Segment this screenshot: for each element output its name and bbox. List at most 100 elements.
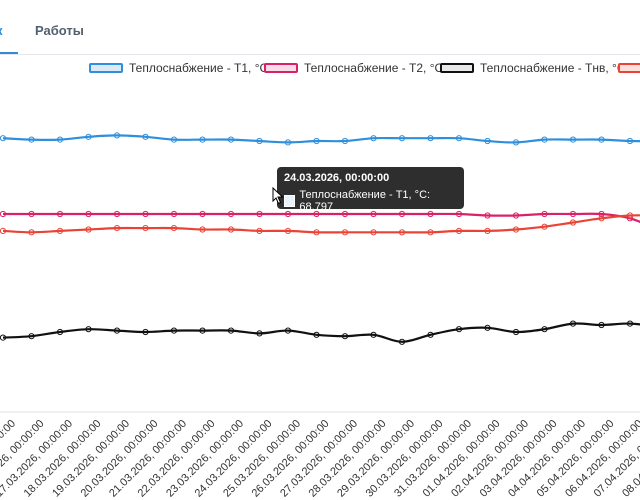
data-point-t2[interactable] (227, 210, 235, 218)
data-point-tret[interactable] (398, 229, 406, 236)
data-point-t1[interactable] (370, 135, 377, 142)
data-point-tnv[interactable] (199, 327, 206, 334)
data-point-tret[interactable] (227, 226, 235, 233)
data-point-tnv[interactable] (569, 320, 577, 327)
data-point-t1[interactable] (512, 139, 520, 146)
data-point-tret[interactable] (455, 227, 463, 234)
data-point-tnv[interactable] (85, 326, 92, 333)
data-point-tret[interactable] (199, 226, 206, 233)
data-point-tret[interactable] (28, 229, 35, 236)
legend-item-tnv[interactable]: Теплоснабжение - Тнв, °С (440, 60, 626, 76)
data-point-tret[interactable] (541, 223, 548, 230)
data-point-t2[interactable] (541, 210, 548, 218)
data-point-t1[interactable] (227, 136, 235, 143)
data-point-t2[interactable] (512, 212, 520, 219)
data-point-t1[interactable] (427, 135, 434, 142)
data-point-tnv[interactable] (113, 327, 121, 334)
data-point-t2[interactable] (0, 210, 7, 218)
data-point-t1[interactable] (341, 137, 349, 145)
data-point-t2[interactable] (28, 210, 35, 218)
data-point-t2[interactable] (569, 210, 577, 218)
data-point-t2[interactable] (85, 210, 92, 218)
data-point-t1[interactable] (28, 136, 35, 143)
data-point-t2[interactable] (199, 210, 206, 218)
data-point-t1[interactable] (113, 132, 121, 139)
tab-chart[interactable]: к (0, 23, 3, 38)
data-point-t2[interactable] (256, 210, 263, 218)
data-point-tnv[interactable] (56, 328, 64, 336)
data-point-t1[interactable] (484, 137, 491, 145)
data-point-tnv[interactable] (427, 331, 434, 338)
data-point-t2[interactable] (598, 210, 605, 218)
data-point-tnv[interactable] (626, 320, 634, 327)
data-point-tnv[interactable] (455, 326, 463, 333)
data-point-tnv[interactable] (227, 327, 235, 334)
data-point-t2[interactable] (341, 210, 349, 218)
data-point-t1[interactable] (626, 137, 634, 145)
data-point-t2[interactable] (455, 210, 463, 218)
data-point-tret[interactable] (170, 225, 178, 232)
data-point-tret[interactable] (512, 226, 520, 233)
tooltip-series-swatch (284, 195, 296, 207)
data-point-tret[interactable] (598, 215, 605, 222)
data-point-t1[interactable] (598, 136, 605, 143)
data-point-tnv[interactable] (28, 333, 35, 340)
data-point-t2[interactable] (113, 210, 121, 218)
data-point-tret[interactable] (569, 219, 577, 226)
data-point-tret[interactable] (256, 227, 263, 234)
data-point-t1[interactable] (0, 135, 7, 142)
data-point-tret[interactable] (626, 212, 634, 219)
data-point-t1[interactable] (569, 136, 577, 143)
legend-swatch-t2 (264, 63, 298, 73)
data-point-tnv[interactable] (484, 324, 491, 331)
data-point-tnv[interactable] (142, 328, 149, 336)
data-point-tret[interactable] (341, 229, 349, 236)
data-point-t2[interactable] (370, 210, 377, 218)
data-point-tnv[interactable] (398, 338, 406, 345)
data-point-tnv[interactable] (313, 331, 320, 338)
data-point-tret[interactable] (85, 226, 92, 233)
data-point-tnv[interactable] (598, 321, 605, 329)
legend-item-t2[interactable]: Теплоснабжение - Т2, °С (264, 60, 443, 76)
data-point-tnv[interactable] (370, 331, 377, 338)
data-point-tret[interactable] (142, 225, 149, 232)
data-point-tret[interactable] (313, 229, 320, 236)
data-point-t1[interactable] (142, 133, 149, 140)
data-point-t2[interactable] (56, 210, 64, 218)
legend-item-fourth[interactable] (618, 60, 640, 76)
data-point-t1[interactable] (170, 136, 178, 143)
data-point-tnv[interactable] (341, 333, 349, 340)
data-point-t1[interactable] (313, 137, 320, 145)
data-point-t2[interactable] (398, 210, 406, 218)
data-point-t1[interactable] (256, 137, 263, 145)
data-point-t2[interactable] (142, 210, 149, 218)
data-point-tret[interactable] (427, 229, 434, 236)
tab-works[interactable]: Работы (35, 23, 84, 38)
data-point-tret[interactable] (0, 227, 7, 234)
data-point-tret[interactable] (56, 227, 64, 234)
data-point-t1[interactable] (56, 136, 64, 143)
data-point-t1[interactable] (541, 136, 548, 143)
data-point-tret[interactable] (113, 225, 121, 232)
data-point-t2[interactable] (484, 212, 491, 219)
data-point-tnv[interactable] (0, 334, 7, 341)
data-point-t1[interactable] (398, 135, 406, 142)
data-point-t2[interactable] (170, 210, 178, 218)
tooltip-series-value: Теплоснабжение - Т1, °С: 68,797 (299, 189, 431, 213)
data-point-tnv[interactable] (284, 327, 292, 334)
data-point-tnv[interactable] (170, 327, 178, 334)
legend-item-t1[interactable]: Теплоснабжение - Т1, °С (89, 60, 268, 76)
data-point-tnv[interactable] (541, 326, 548, 333)
data-point-t2[interactable] (313, 210, 320, 218)
data-point-t1[interactable] (199, 136, 206, 143)
data-point-t1[interactable] (85, 133, 92, 140)
data-point-t1[interactable] (284, 139, 292, 146)
data-point-tnv[interactable] (256, 330, 263, 337)
data-point-t1[interactable] (455, 135, 463, 142)
data-point-tret[interactable] (484, 227, 491, 234)
data-point-tret[interactable] (284, 227, 292, 234)
data-point-t2[interactable] (284, 210, 292, 218)
data-point-t2[interactable] (427, 210, 434, 218)
data-point-tnv[interactable] (512, 328, 520, 336)
data-point-tret[interactable] (370, 229, 377, 236)
